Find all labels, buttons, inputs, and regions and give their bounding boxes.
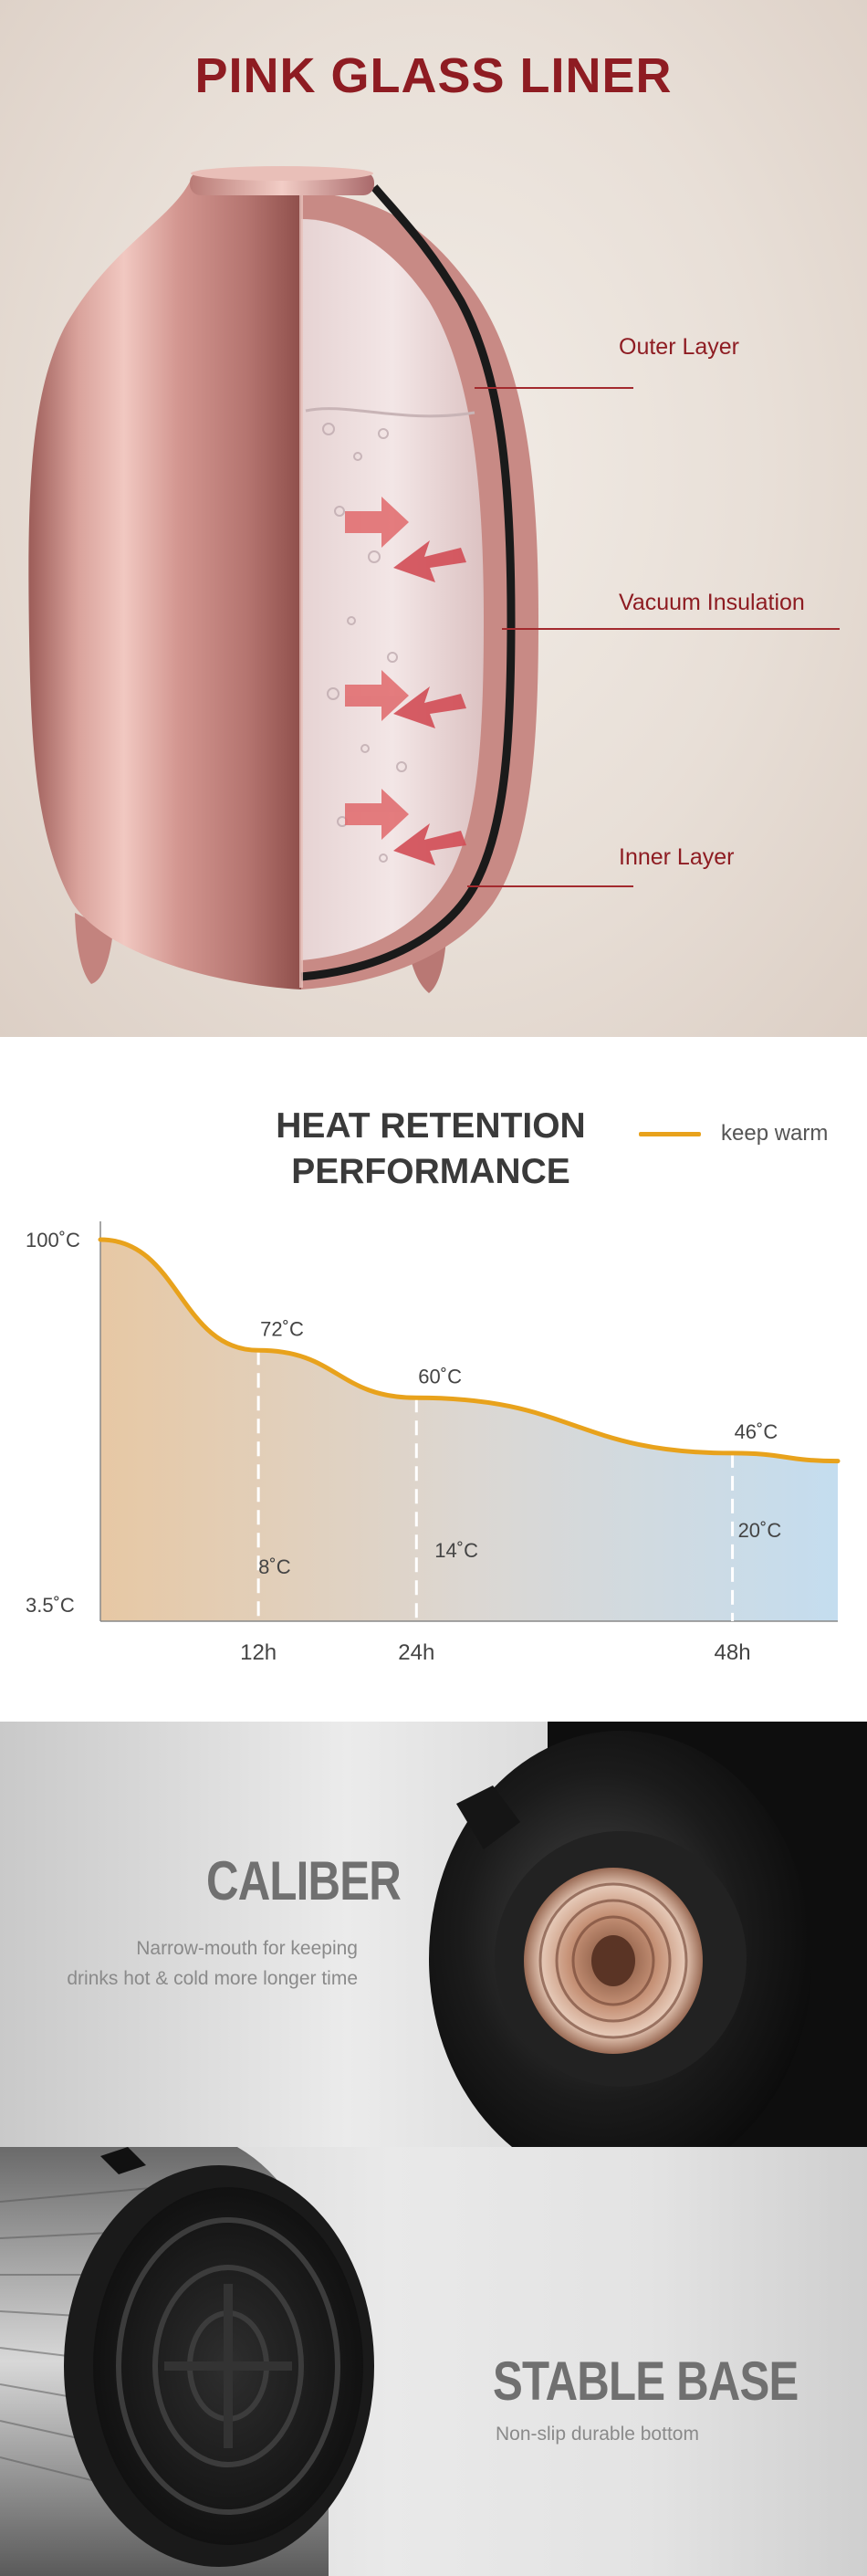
chart-title-line-2: PERFORMANCE	[291, 1152, 570, 1191]
outer-layer-label: Outer Layer	[619, 334, 740, 360]
outer-layer-leader-line	[475, 387, 633, 389]
cold-label-12h: 8˚C	[258, 1555, 291, 1578]
data-label-12h: 72˚C	[260, 1317, 304, 1340]
bottle-mouth-photo	[429, 1722, 867, 2147]
inner-layer-leader-line	[467, 885, 633, 887]
inner-glass-chamber	[301, 219, 484, 960]
caliber-description-line-1: Narrow-mouth for keeping	[136, 1938, 358, 1959]
chart-title-line-1: HEAT RETENTION	[276, 1106, 586, 1146]
liner-title: PINK GLASS LINER	[194, 48, 673, 103]
cold-label-48h: 20˚C	[738, 1519, 782, 1542]
x-tick-12h: 12h	[240, 1640, 277, 1665]
legend-swatch-keep-warm	[639, 1131, 701, 1136]
inner-layer-label: Inner Layer	[619, 844, 735, 870]
caliber-title: CALIBER	[206, 1850, 402, 1911]
heat-retention-section: 12h 24h 48h 100˚C 3.5˚C 72˚C 60˚C 46˚C 8˚C 14˚C 20…	[0, 1037, 867, 1722]
vacuum-insulation-label: Vacuum Insulation	[619, 590, 805, 615]
y-tick-top: 100˚C	[26, 1229, 80, 1251]
bottle-outer-shell	[28, 178, 302, 990]
caliber-description-line-2: drinks hot & cold more longer time	[67, 1968, 358, 1989]
legend-label-keep-warm: keep warm	[721, 1121, 829, 1146]
cold-label-24h: 14˚C	[434, 1539, 478, 1562]
bottle-base-photo	[0, 2147, 374, 2576]
heat-retention-chart: 12h 24h 48h 100˚C 3.5˚C 72˚C 60˚C 46˚C 8˚C 14˚C 20…	[26, 1221, 841, 1665]
chart-legend: keep warm	[639, 1121, 828, 1147]
data-label-48h: 46˚C	[735, 1420, 778, 1443]
data-label-24h: 60˚C	[418, 1365, 462, 1387]
bottle-cutaway-illustration	[28, 166, 538, 993]
stable-base-title: STABLE BASE	[493, 2351, 799, 2412]
pink-glass-liner-section: PINK GLASS LINER	[0, 0, 867, 1037]
x-tick-48h: 48h	[715, 1640, 751, 1665]
caliber-section: CALIBER Narrow-mouth for keeping drinks …	[0, 1722, 867, 2147]
caliber-description: Narrow-mouth for keeping drinks hot & co…	[0, 1933, 358, 1994]
y-tick-bottom: 3.5˚C	[26, 1594, 75, 1617]
stable-base-description: Non-slip durable bottom	[496, 2424, 699, 2445]
x-tick-24h: 24h	[398, 1640, 434, 1665]
keep-warm-area	[100, 1240, 838, 1621]
vacuum-leader-line	[502, 628, 840, 630]
keep-warm-line	[98, 1237, 841, 1464]
chart-title: HEAT RETENTION PERFORMANCE	[239, 1104, 622, 1195]
stable-base-section: STABLE BASE Non-slip durable bottom	[0, 2147, 867, 2576]
